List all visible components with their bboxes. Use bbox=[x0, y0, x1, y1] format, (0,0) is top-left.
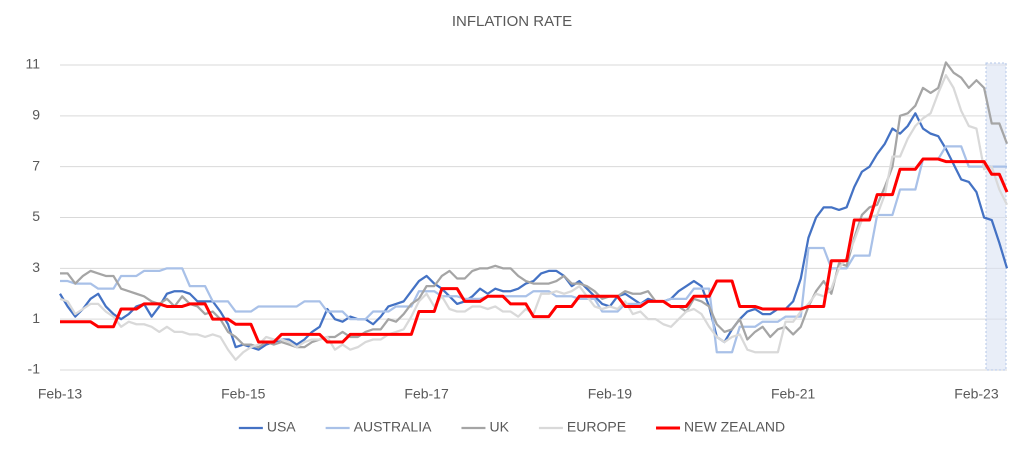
legend-label: USA bbox=[267, 419, 296, 435]
legend-label: NEW ZEALAND bbox=[684, 419, 785, 435]
series-line bbox=[60, 61, 1009, 349]
legend-label: AUSTRALIA bbox=[354, 419, 432, 435]
x-tick-label: Feb-21 bbox=[771, 386, 816, 402]
x-tick-label: Feb-17 bbox=[404, 386, 449, 402]
y-tick-label: 7 bbox=[32, 157, 40, 173]
x-tick-label: Feb-23 bbox=[954, 386, 999, 402]
y-tick-label: -1 bbox=[28, 361, 41, 377]
series-line bbox=[60, 145, 1007, 354]
y-tick-label: 1 bbox=[32, 310, 40, 326]
series-line bbox=[60, 157, 1009, 344]
highlight-band bbox=[985, 62, 1007, 371]
y-tick-label: 5 bbox=[32, 208, 40, 224]
y-tick-label: 3 bbox=[32, 259, 40, 275]
y-tick-label: 9 bbox=[32, 107, 40, 123]
x-tick-label: Feb-15 bbox=[221, 386, 266, 402]
y-tick-label: 11 bbox=[25, 56, 40, 72]
legend-label: UK bbox=[489, 419, 509, 435]
x-tick-label: Feb-19 bbox=[588, 386, 633, 402]
chart-title: INFLATION RATE bbox=[452, 13, 572, 30]
legend-label: EUROPE bbox=[567, 419, 626, 435]
series-line bbox=[59, 112, 1009, 351]
x-tick-label: Feb-13 bbox=[38, 386, 83, 402]
